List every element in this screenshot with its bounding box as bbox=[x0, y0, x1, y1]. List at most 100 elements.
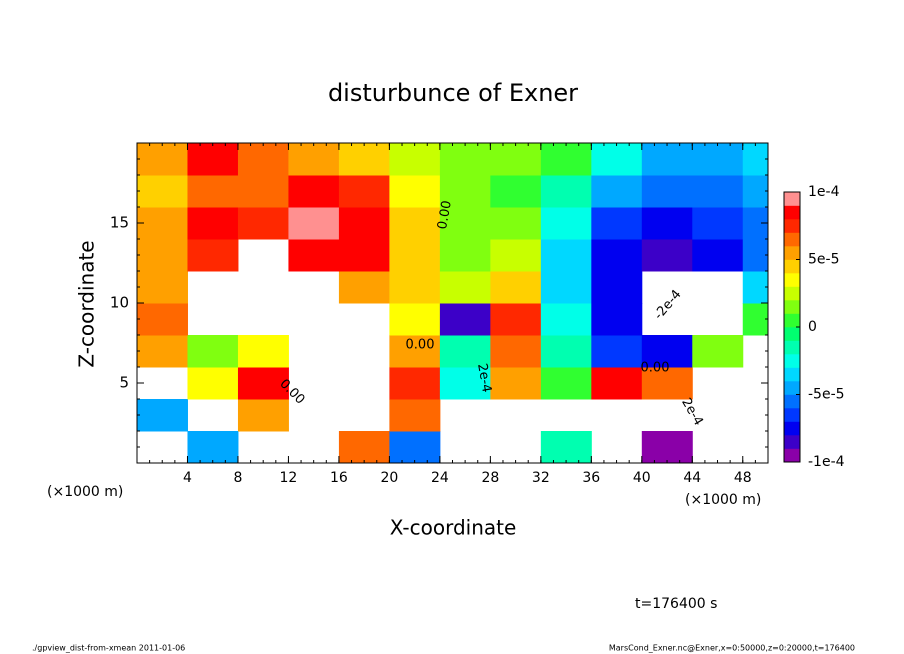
heat-cell bbox=[641, 175, 693, 208]
heat-cell bbox=[187, 207, 239, 240]
heat-cell bbox=[591, 367, 643, 400]
contour-label: 0.00 bbox=[435, 199, 455, 230]
x-tick-label: 16 bbox=[330, 470, 348, 486]
x-tick-label: 4 bbox=[183, 470, 192, 486]
colorbar-swatch bbox=[784, 273, 800, 287]
heat-cell bbox=[742, 175, 768, 208]
heat-cell bbox=[490, 143, 542, 176]
heat-cell bbox=[490, 271, 542, 304]
heat-cell bbox=[540, 143, 592, 176]
heat-cell bbox=[540, 271, 592, 304]
heat-cell bbox=[591, 239, 643, 272]
heat-cell bbox=[540, 431, 592, 463]
heat-cell bbox=[389, 367, 441, 400]
colorbar-swatch bbox=[784, 286, 800, 301]
chart-title: disturbunce of Exner bbox=[328, 79, 578, 107]
heat-cell bbox=[591, 303, 643, 336]
heat-cell bbox=[288, 239, 340, 272]
y-axis-label: Z-coordinate bbox=[75, 240, 99, 367]
footer-left: ./gpview_dist-from-xmean 2011-01-06 bbox=[32, 644, 185, 653]
heat-cell bbox=[187, 367, 239, 400]
heat-cell bbox=[540, 335, 592, 368]
heat-cell bbox=[692, 335, 744, 368]
heat-cell bbox=[288, 175, 340, 208]
heat-cell bbox=[742, 271, 768, 304]
heat-cell bbox=[237, 207, 289, 240]
heat-cell bbox=[187, 175, 239, 208]
x-tick-label: 32 bbox=[532, 470, 550, 486]
footer-right: MarsCond_Exner.nc@Exner,x=0:50000,z=0:20… bbox=[609, 644, 855, 653]
x-tick-label: 8 bbox=[233, 470, 242, 486]
heat-cell bbox=[591, 175, 643, 208]
heat-cell bbox=[137, 335, 188, 368]
heat-cell bbox=[237, 335, 289, 368]
heat-cell bbox=[237, 367, 289, 400]
heat-cell bbox=[641, 207, 693, 240]
heat-cell bbox=[490, 303, 542, 336]
heat-cell bbox=[591, 207, 643, 240]
x-tick-label: 24 bbox=[431, 470, 449, 486]
heat-cell bbox=[439, 143, 491, 176]
heat-cell bbox=[439, 303, 491, 336]
heat-cell bbox=[288, 207, 340, 240]
heat-cell bbox=[137, 239, 188, 272]
colorbar-swatch bbox=[784, 219, 800, 233]
colorbar-swatch bbox=[784, 448, 800, 463]
heat-cell bbox=[439, 175, 491, 208]
colorbar-swatch bbox=[784, 192, 800, 206]
heat-cell bbox=[187, 143, 239, 176]
heat-cell bbox=[187, 239, 239, 272]
heat-cell bbox=[389, 239, 441, 272]
heat-cell bbox=[338, 271, 390, 304]
heat-cell bbox=[742, 143, 768, 176]
heat-cell bbox=[389, 303, 441, 336]
colorbar-tick-label: 0 bbox=[808, 319, 817, 335]
colorbar-swatch bbox=[784, 408, 800, 422]
heat-cell bbox=[137, 143, 188, 176]
colorbar-swatch bbox=[784, 327, 800, 341]
heat-cell bbox=[389, 143, 441, 176]
heat-cell bbox=[237, 399, 289, 432]
heat-cell bbox=[641, 335, 693, 368]
x-tick-label: 20 bbox=[380, 470, 398, 486]
colorbar-swatch bbox=[784, 381, 800, 395]
heat-cell bbox=[389, 271, 441, 304]
heat-cell bbox=[389, 207, 441, 240]
heat-cell bbox=[137, 175, 188, 208]
x-tick-label: 12 bbox=[280, 470, 298, 486]
contour-label: 0.00 bbox=[406, 338, 435, 353]
heat-cell bbox=[692, 207, 744, 240]
heat-cell bbox=[742, 303, 768, 336]
heat-cell bbox=[692, 175, 744, 208]
y-tick-label: 10 bbox=[110, 294, 129, 312]
colorbar-swatch bbox=[784, 259, 800, 274]
heat-cell bbox=[389, 175, 441, 208]
colorbar-tick-label: -5e-5 bbox=[808, 387, 845, 403]
colorbar-swatch bbox=[784, 354, 800, 368]
heat-cell bbox=[742, 239, 768, 272]
heat-cell bbox=[540, 367, 592, 400]
heat-cell bbox=[187, 335, 239, 368]
heat-cell bbox=[439, 367, 491, 400]
heat-cell bbox=[237, 175, 289, 208]
heat-cell bbox=[338, 431, 390, 463]
colorbar-tick-label: -1e-4 bbox=[808, 454, 845, 470]
time-label: t=176400 s bbox=[635, 596, 717, 612]
heat-cell bbox=[439, 239, 491, 272]
heat-cell bbox=[137, 207, 188, 240]
heat-cell bbox=[439, 207, 491, 240]
heat-cell bbox=[137, 271, 188, 304]
colorbar-swatch bbox=[784, 340, 800, 355]
colorbar-swatch bbox=[784, 205, 800, 220]
heat-cell bbox=[187, 431, 239, 463]
x-tick-label: 48 bbox=[734, 470, 752, 486]
heat-cell bbox=[439, 335, 491, 368]
heat-cell bbox=[490, 175, 542, 208]
colorbar-swatch bbox=[784, 246, 800, 260]
x-tick-label: 40 bbox=[633, 470, 651, 486]
heat-cell bbox=[540, 207, 592, 240]
heat-cell bbox=[389, 431, 441, 463]
heat-cell bbox=[137, 303, 188, 336]
heat-cell bbox=[237, 143, 289, 176]
heat-cell bbox=[540, 303, 592, 336]
